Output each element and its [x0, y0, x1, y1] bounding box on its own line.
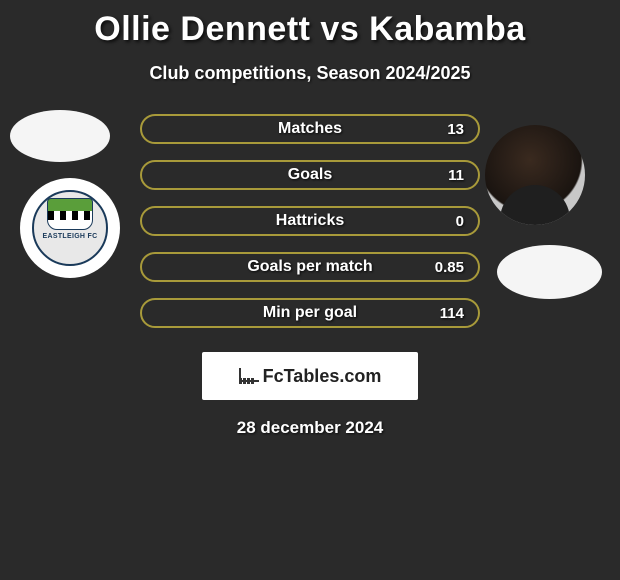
- player-right-photo: [485, 125, 585, 225]
- player-left-avatar-placeholder: [10, 110, 110, 162]
- stat-label: Goals: [288, 166, 332, 184]
- player-left-club-badge: EASTLEIGH FC: [20, 178, 120, 278]
- stat-row-hattricks: Hattricks 0: [140, 206, 480, 236]
- stat-value-right: 13: [447, 121, 464, 138]
- date: 28 december 2024: [0, 418, 620, 438]
- stat-value-right: 114: [440, 305, 464, 322]
- stat-row-goals: Goals 11: [140, 160, 480, 190]
- stat-row-min-per-goal: Min per goal 114: [140, 298, 480, 328]
- stat-row-goals-per-match: Goals per match 0.85: [140, 252, 480, 282]
- stat-label: Min per goal: [263, 304, 357, 322]
- club-crest-icon: [47, 198, 93, 230]
- stat-label: Goals per match: [247, 258, 372, 276]
- stat-row-matches: Matches 13: [140, 114, 480, 144]
- club-name: EASTLEIGH FC: [43, 233, 98, 240]
- stat-label: Matches: [278, 120, 342, 138]
- page-title: Ollie Dennett vs Kabamba: [0, 0, 620, 49]
- brand-box: FcTables.com: [202, 352, 418, 400]
- stat-label: Hattricks: [276, 212, 344, 230]
- stat-value-right: 0: [456, 213, 464, 230]
- stat-value-right: 0.85: [435, 259, 464, 276]
- stats-table: Matches 13 Goals 11 Hattricks 0 Goals pe…: [140, 114, 480, 328]
- brand-text: FcTables.com: [263, 366, 382, 387]
- subtitle: Club competitions, Season 2024/2025: [0, 63, 620, 84]
- stat-value-right: 11: [448, 167, 464, 184]
- bar-chart-icon: [239, 368, 259, 384]
- player-right-avatar-placeholder: [497, 245, 602, 299]
